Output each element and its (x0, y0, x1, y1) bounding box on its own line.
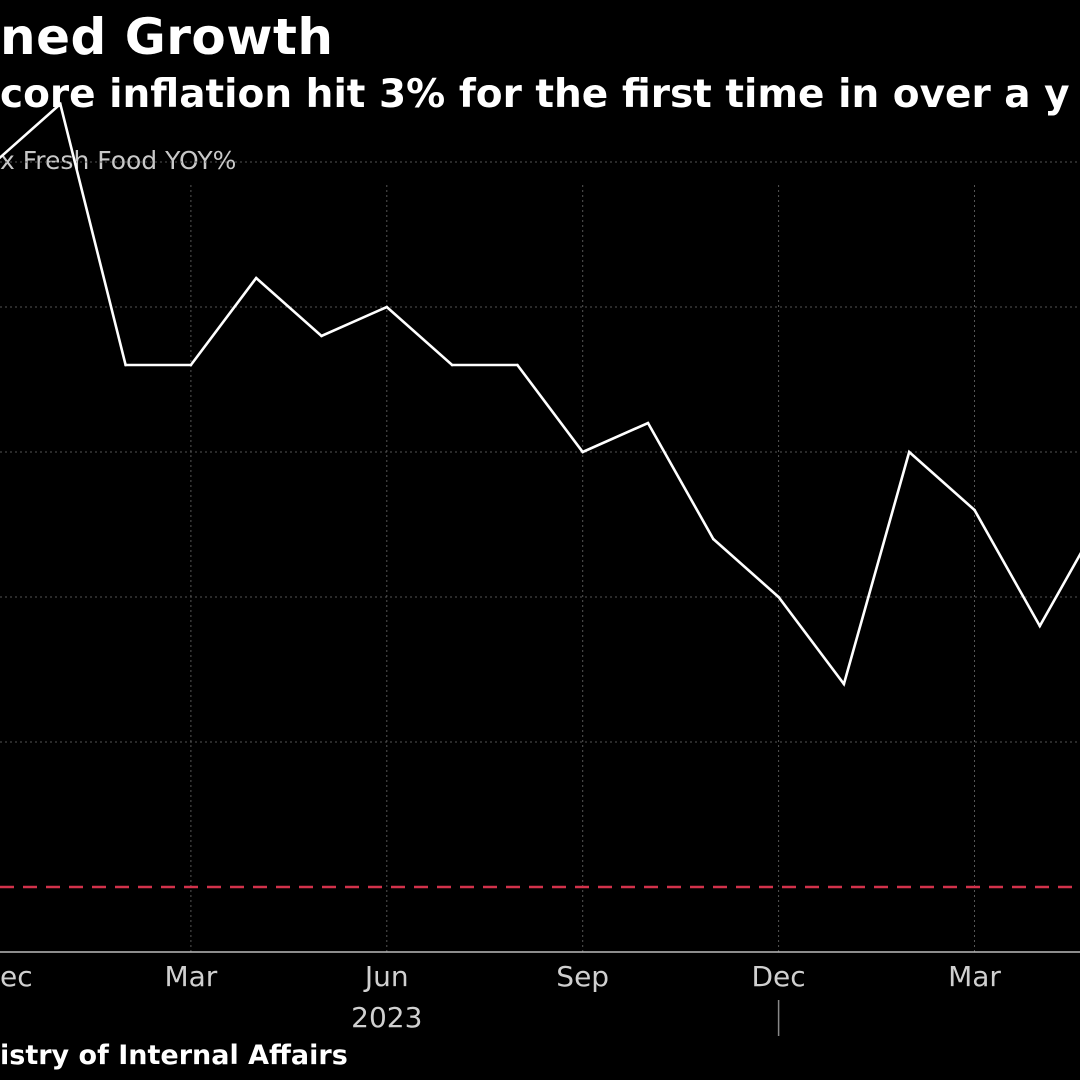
data-point (385, 305, 389, 309)
chart-subtitle: core inflation hit 3% for the first time… (0, 72, 1070, 117)
year-label: 2023 (351, 1001, 422, 1034)
series (0, 101, 1080, 687)
data-point (59, 102, 62, 106)
x-tick-label: Mar (164, 960, 217, 993)
data-point (646, 421, 650, 425)
data-point (777, 595, 780, 599)
data-point (254, 276, 258, 280)
data-point (516, 363, 519, 367)
data-point (842, 682, 846, 686)
x-tick-label: Jun (363, 960, 409, 993)
chart-title: ned Growth (0, 8, 334, 66)
x-tick-label: Dec (752, 960, 806, 993)
x-tick-label: Mar (948, 960, 1001, 993)
data-point (450, 363, 454, 367)
data-point (973, 508, 976, 512)
x-axis: ec Mar Jun Sep Dec Mar 2023 (0, 951, 1080, 1036)
data-point (907, 450, 911, 454)
series-label: x Fresh Food YOY% (0, 146, 237, 175)
data-point (189, 363, 193, 367)
data-point (1038, 624, 1042, 628)
chart-source: istry of Internal Affairs (0, 1040, 348, 1071)
data-point (320, 334, 323, 338)
series-line (0, 101, 1080, 687)
grid (0, 161, 1080, 952)
x-tick-label: ec (0, 960, 33, 993)
data-point (712, 537, 715, 541)
x-tick-label: Sep (556, 960, 609, 993)
data-point (124, 363, 127, 367)
data-point (581, 450, 584, 454)
